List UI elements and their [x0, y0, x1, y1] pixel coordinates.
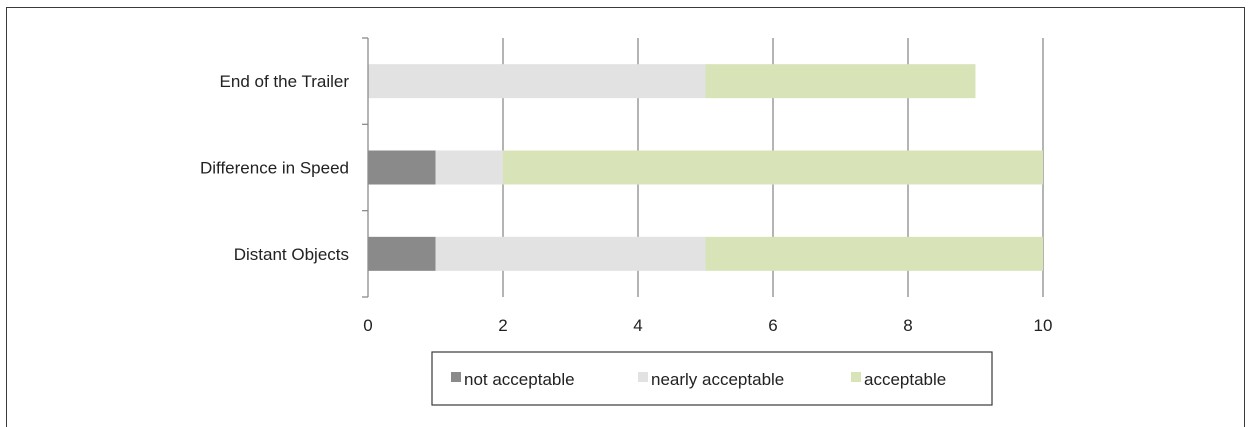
legend-label: acceptable: [864, 370, 946, 389]
bar-segment-not-acceptable: [368, 150, 436, 185]
x-tick-label: 6: [768, 316, 777, 335]
legend: not acceptable nearly acceptable acceptabl…: [431, 351, 993, 406]
x-tick-label: 10: [1034, 316, 1053, 335]
bar-segment-acceptable: [705, 236, 1043, 271]
bar-segment-not-acceptable: [368, 236, 436, 271]
bars: [368, 64, 1043, 271]
legend-swatch: [451, 372, 461, 382]
legend-box: [431, 351, 993, 406]
axes: [362, 37, 369, 298]
legend-swatch: [638, 372, 648, 382]
bar-segment-nearly-acceptable: [435, 236, 706, 271]
category-label: Distant Objects: [234, 245, 349, 264]
category-label: Difference in Speed: [200, 159, 349, 178]
category-labels: End of the Trailer Difference in Speed Dis…: [200, 72, 349, 264]
bar-segment-nearly-acceptable: [368, 64, 706, 99]
category-label: End of the Trailer: [220, 72, 350, 91]
x-tick-label: 2: [498, 316, 507, 335]
legend-swatch: [851, 372, 861, 382]
bar-segment-acceptable: [503, 150, 1043, 185]
x-tick-labels: 0 2 4 6 8 10: [363, 316, 1052, 335]
legend-label: not acceptable: [464, 370, 575, 389]
bar-segment-nearly-acceptable: [435, 150, 503, 185]
x-tick-label: 0: [363, 316, 372, 335]
legend-label: nearly acceptable: [651, 370, 784, 389]
x-tick-label: 4: [633, 316, 642, 335]
bar-segment-acceptable: [705, 64, 976, 99]
x-tick-label: 8: [903, 316, 912, 335]
